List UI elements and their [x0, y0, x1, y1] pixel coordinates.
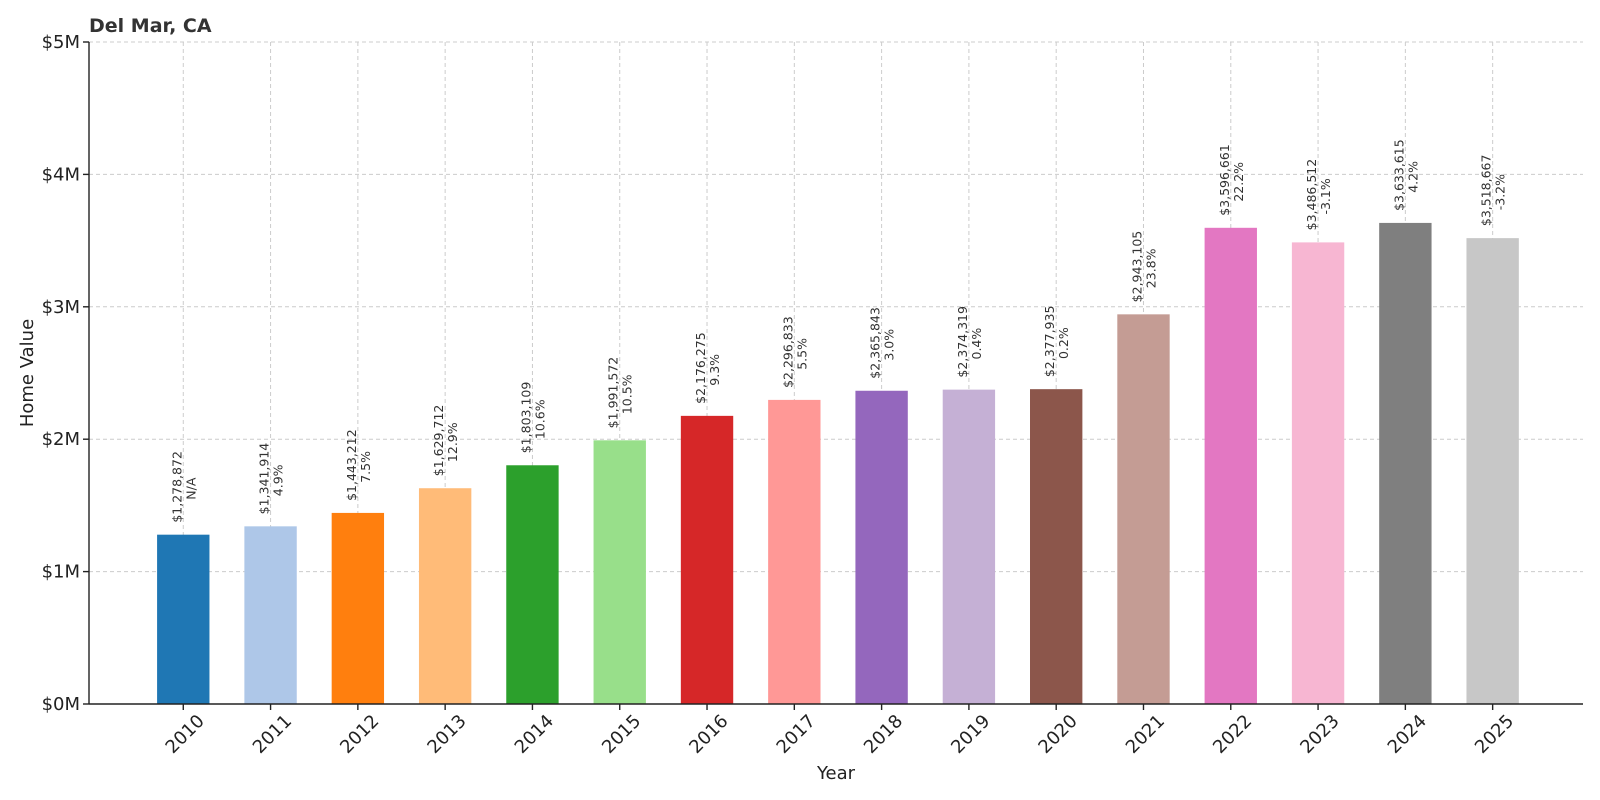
- x-tick-label: 2017: [773, 711, 820, 758]
- bar-change-label: -3.2%: [1493, 174, 1508, 210]
- x-axis-label: Year: [816, 763, 856, 784]
- chart-title: Del Mar, CA: [89, 15, 212, 37]
- x-tick-label: 2019: [947, 711, 994, 758]
- bar-2022: [1204, 227, 1257, 705]
- bar-2017: [768, 399, 821, 704]
- bar-change-label: 9.3%: [707, 354, 722, 386]
- bar-change-label: 3.0%: [882, 329, 897, 361]
- bar-2016: [680, 415, 734, 704]
- bar-value-label: $3,596,661: [1217, 144, 1232, 216]
- x-tick-label: 2025: [1471, 711, 1518, 758]
- x-tick-label: 2012: [336, 711, 383, 758]
- x-tick-label: 2018: [860, 711, 907, 758]
- bar-change-label: 0.2%: [1056, 327, 1071, 359]
- bar-2015: [593, 440, 646, 704]
- bar-change-label: 7.5%: [358, 451, 373, 483]
- x-tick-label: 2016: [685, 711, 732, 758]
- x-tick-label: 2023: [1296, 711, 1343, 758]
- bar-2011: [244, 526, 297, 704]
- bars: [157, 222, 1519, 705]
- bar-change-label: 4.2%: [1405, 161, 1420, 193]
- x-tick-label: 2011: [249, 711, 296, 758]
- bar-value-label: $1,341,914: [257, 443, 272, 515]
- x-tick-label: 2024: [1384, 711, 1431, 758]
- bar-value-label: $3,486,512: [1304, 159, 1319, 231]
- data-labels: $1,278,872 N/A $1,341,914 4.9% $1,443,212 7.5…: [169, 139, 1507, 522]
- bar-value-label: $2,296,833: [780, 316, 795, 388]
- bar-value-label: $2,365,843: [868, 307, 883, 379]
- bar-value-label: $1,278,872: [169, 451, 184, 523]
- x-tick-label: 2021: [1122, 711, 1169, 758]
- bar-change-label: 10.6%: [532, 399, 547, 439]
- y-tick-label: $3M: [42, 297, 80, 318]
- grid-lines: [89, 41, 1583, 705]
- bar-change-label: 0.4%: [969, 328, 984, 360]
- bar-value-label: $2,377,935: [1042, 306, 1057, 378]
- bar-change-label: -3.1%: [1318, 178, 1333, 214]
- bar-change-label: 10.5%: [620, 374, 635, 414]
- bar-change-label: 4.9%: [271, 464, 286, 496]
- bar-2019: [942, 389, 996, 704]
- bar-value-label: $2,374,319: [955, 306, 970, 378]
- bar-2023: [1291, 242, 1345, 705]
- bar-2021: [1117, 314, 1170, 704]
- x-tick-label: 2010: [162, 711, 209, 758]
- y-tick-label: $5M: [42, 32, 80, 53]
- y-tick-label: $4M: [42, 164, 80, 185]
- x-tick-label: 2020: [1034, 711, 1081, 758]
- bar-value-label: $2,943,105: [1129, 231, 1144, 303]
- bar-change-label: 23.8%: [1143, 248, 1158, 288]
- bar-2014: [506, 465, 559, 704]
- bar-2013: [418, 488, 472, 704]
- bar-value-label: $2,176,275: [693, 332, 708, 404]
- bar-value-label: $1,629,712: [431, 405, 446, 477]
- bar-value-label: $1,443,212: [344, 429, 359, 501]
- bar-2025: [1466, 238, 1519, 705]
- bar-2018: [855, 390, 908, 704]
- bar-2024: [1379, 222, 1432, 705]
- bar-value-label: $1,991,572: [606, 357, 621, 429]
- x-tick-label: 2013: [423, 711, 470, 758]
- y-tick-label: $0M: [42, 694, 80, 715]
- bar-2012: [331, 512, 385, 704]
- bar-value-label: $1,803,109: [518, 382, 533, 454]
- bar-change-label: 12.9%: [445, 422, 460, 462]
- y-axis-label: Home Value: [17, 319, 38, 427]
- bar-2010: [157, 534, 210, 704]
- x-tick-label: 2014: [511, 711, 558, 758]
- bar-2020: [1030, 389, 1083, 704]
- x-tick-label: 2015: [598, 711, 645, 758]
- bar-change-label: 5.5%: [794, 338, 809, 370]
- bar-value-label: $3,518,667: [1479, 155, 1494, 227]
- x-tick-label: 2022: [1209, 711, 1256, 758]
- y-tick-label: $1M: [42, 562, 80, 583]
- bar-change-label: 22.2%: [1231, 162, 1246, 202]
- bar-value-label: $3,633,615: [1391, 139, 1406, 211]
- y-tick-label: $2M: [42, 429, 80, 450]
- bar-change-label: N/A: [183, 477, 198, 500]
